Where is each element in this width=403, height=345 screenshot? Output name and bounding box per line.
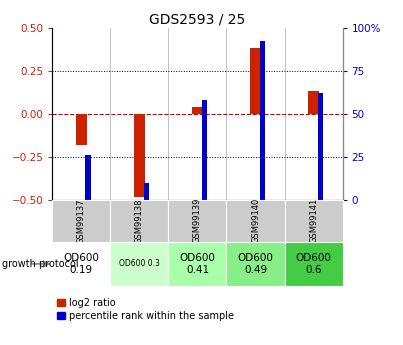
Text: OD600
0.41: OD600 0.41 [179, 253, 216, 275]
Text: GSM99137: GSM99137 [77, 198, 86, 244]
Bar [110, 241, 168, 286]
Title: GDS2593 / 25: GDS2593 / 25 [150, 12, 245, 27]
Bar [52, 241, 110, 286]
Text: OD600
0.19: OD600 0.19 [63, 253, 100, 275]
Bar [285, 200, 343, 242]
Text: GSM99141: GSM99141 [309, 198, 318, 244]
Bar [168, 241, 226, 286]
Bar [192, 107, 203, 114]
Bar [85, 155, 91, 200]
Text: growth protocol: growth protocol [2, 259, 79, 269]
Text: OD600
0.6: OD600 0.6 [295, 253, 332, 275]
Bar [226, 241, 285, 286]
Bar [308, 91, 319, 114]
Text: OD600
0.49: OD600 0.49 [237, 253, 274, 275]
Bar [285, 241, 343, 286]
Bar [110, 200, 168, 242]
Text: OD600 0.3: OD600 0.3 [119, 259, 160, 268]
Bar [168, 200, 226, 242]
Text: GSM99140: GSM99140 [251, 198, 260, 244]
Bar [202, 100, 207, 200]
Bar [250, 48, 261, 114]
Legend: log2 ratio, percentile rank within the sample: log2 ratio, percentile rank within the s… [57, 298, 234, 321]
Bar [52, 200, 110, 242]
Bar [260, 41, 265, 200]
Bar [143, 183, 149, 200]
Bar [76, 114, 87, 145]
Bar [318, 93, 323, 200]
Text: GSM99138: GSM99138 [135, 198, 144, 244]
Bar [226, 200, 285, 242]
Bar [134, 114, 145, 197]
Text: GSM99139: GSM99139 [193, 198, 202, 244]
